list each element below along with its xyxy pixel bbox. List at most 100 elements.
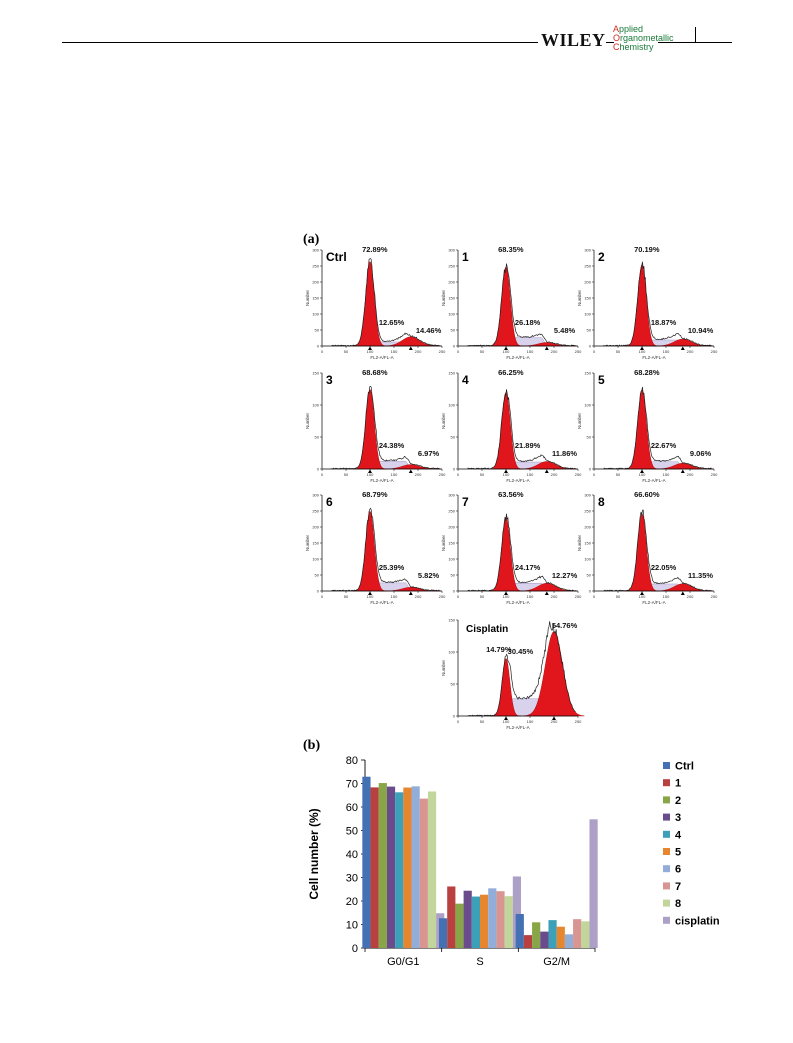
- x-tick-label: G2/M: [543, 956, 570, 968]
- legend-label: 2: [675, 795, 681, 807]
- x-tick-label: 250: [439, 472, 446, 477]
- publisher-logo: WILEY: [541, 30, 606, 50]
- y-tick-label: 150: [448, 370, 455, 375]
- y-tick-label: 50: [451, 327, 456, 332]
- x-tick-label: 250: [711, 349, 718, 354]
- g1-peak: [490, 658, 522, 717]
- y-axis-label: Number: [577, 535, 582, 552]
- histogram-panel: 0 50 100 150 200 250 0 50 100 150 200 250 300 FL2-A/F…: [577, 245, 718, 360]
- legend-label: 5: [675, 847, 681, 859]
- panel-name: 4: [462, 373, 469, 387]
- histogram-panel: 0 50 100 150 200 250 0 50 100 150 200 250 300 FL2-A/F…: [441, 490, 582, 605]
- y-tick-label: 100: [448, 402, 455, 407]
- y-tick-label: 100: [584, 402, 591, 407]
- peak-marker: [504, 346, 508, 350]
- y-tick-label: 100: [448, 311, 455, 316]
- x-tick-label: 0: [457, 594, 460, 599]
- legend-swatch: [663, 796, 670, 804]
- y-tick-label: 150: [448, 295, 455, 300]
- g2-percent-label: 14.46%: [416, 326, 442, 335]
- peak-marker: [504, 716, 508, 720]
- x-axis-label: FL2-A/FL-A: [370, 600, 393, 605]
- x-axis-label: FL2-A/FL-A: [642, 355, 665, 360]
- x-tick-label: 250: [575, 472, 582, 477]
- peak-marker: [368, 346, 372, 350]
- bar: [589, 819, 598, 948]
- y-tick-label: 300: [312, 247, 319, 252]
- x-tick-label: 0: [593, 349, 596, 354]
- y-tick-label: 50: [315, 327, 320, 332]
- y-axis-label: Cell number (%): [307, 808, 321, 899]
- y-tick-label: 40: [346, 849, 358, 861]
- bar: [370, 787, 379, 948]
- x-axis-label: FL2-A/FL-A: [642, 478, 665, 483]
- x-tick-label: 200: [551, 594, 558, 599]
- s-percent-label: 25.39%: [379, 563, 405, 572]
- bar: [439, 918, 448, 948]
- y-tick-label: 200: [584, 524, 591, 529]
- histogram-panel: 0 50 100 150 200 250 0 50 100 150 200 250 300 FL2-A/F…: [305, 490, 446, 605]
- histogram-panel: 0 50 100 150 200 250050100150FL2-A/FL-ANumber…: [441, 368, 582, 483]
- y-tick-label: 0: [317, 588, 320, 593]
- y-tick-label: 250: [312, 263, 319, 268]
- x-tick-label: 100: [503, 472, 510, 477]
- legend-label: 8: [675, 898, 681, 910]
- legend-swatch: [663, 848, 670, 855]
- bar: [573, 919, 582, 948]
- raw-histogram-line: [467, 389, 576, 470]
- x-tick-label: 200: [415, 472, 422, 477]
- x-tick-label: 200: [551, 472, 558, 477]
- bar: [411, 786, 420, 948]
- peak-marker: [680, 469, 685, 473]
- x-tick-label: 200: [687, 594, 694, 599]
- y-tick-label: 0: [589, 588, 592, 593]
- bar: [564, 934, 574, 948]
- x-tick-label: 150: [527, 472, 534, 477]
- y-tick-label: 150: [312, 370, 319, 375]
- panel-name: 2: [598, 250, 605, 264]
- x-tick-label: 50: [344, 594, 349, 599]
- y-tick-label: 150: [448, 540, 455, 545]
- peak-marker: [640, 469, 644, 473]
- y-tick-label: 0: [317, 466, 320, 471]
- y-tick-label: 60: [346, 802, 358, 814]
- x-tick-label: S: [476, 956, 483, 968]
- histogram-panel: 0 50 100 150 200 250050100150FL2-A/FL-ANumber…: [305, 368, 446, 483]
- g2-percent-label: 5.82%: [418, 571, 440, 580]
- y-tick-label: 50: [587, 327, 592, 332]
- x-axis-label: FL2-A/FL-A: [370, 478, 393, 483]
- y-tick-label: 200: [448, 279, 455, 284]
- y-tick-label: 30: [346, 873, 358, 885]
- x-axis-label: FL2-A/FL-A: [506, 478, 529, 483]
- bar: [515, 914, 524, 948]
- x-tick-label: 50: [344, 472, 349, 477]
- y-axis-label: Number: [441, 290, 446, 307]
- peak-marker: [408, 346, 413, 350]
- g1-percent-label: 68.79%: [362, 490, 388, 499]
- y-tick-label: 0: [453, 588, 456, 593]
- g1-percent-label: 68.28%: [634, 368, 660, 377]
- legend-swatch: [663, 865, 670, 873]
- raw-histogram-line: [467, 513, 576, 592]
- x-tick-label: 200: [687, 349, 694, 354]
- x-tick-label: 100: [503, 594, 510, 599]
- y-tick-label: 200: [448, 524, 455, 529]
- y-tick-label: 50: [451, 434, 456, 439]
- raw-histogram-line: [331, 507, 440, 592]
- x-tick-label: 0: [457, 349, 460, 354]
- y-axis-label: Number: [305, 413, 310, 430]
- x-tick-label: 150: [663, 472, 670, 477]
- g1-percent-label: 66.60%: [634, 490, 660, 499]
- g1-percent-label: 68.68%: [362, 368, 388, 377]
- bar: [455, 903, 464, 948]
- bar: [471, 896, 480, 948]
- histogram-panel: 0 50 100 150 200 250 0 50 100 150 200 250 300 FL2-A/F…: [305, 245, 446, 360]
- panel-name: 3: [326, 373, 333, 387]
- bar: [427, 791, 437, 948]
- peak-marker: [408, 469, 413, 473]
- x-tick-label: 100: [639, 594, 646, 599]
- bar: [504, 896, 513, 948]
- y-tick-label: 100: [584, 311, 591, 316]
- legend-swatch: [663, 882, 670, 890]
